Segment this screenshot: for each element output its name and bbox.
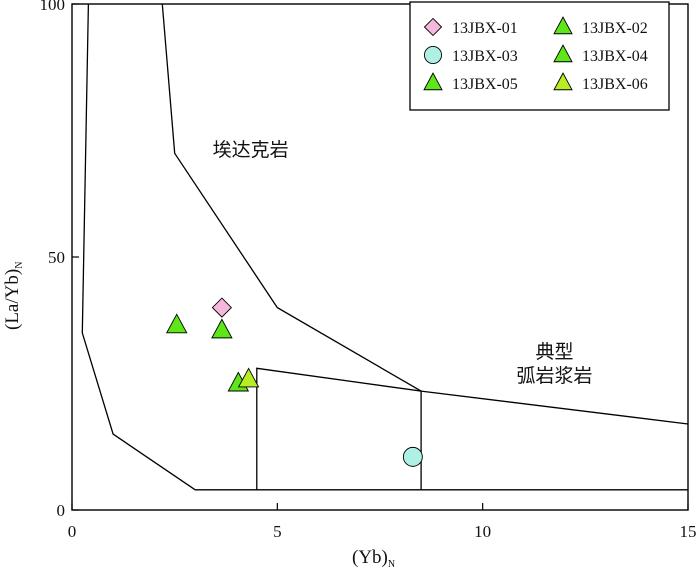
- y-axis-title: (La/Yb)N: [2, 262, 25, 330]
- legend-marker-13JBX-05: [423, 72, 443, 91]
- arc-field-label-line: 弧岩浆岩: [517, 365, 593, 387]
- y-axis-title-subscript: N: [14, 262, 25, 269]
- legend-marker-13JBX-04: [553, 44, 573, 63]
- x-tick-label: 5: [273, 522, 282, 541]
- x-tick-label: 15: [680, 522, 697, 541]
- data-points: [165, 297, 423, 467]
- adakite-field-label-line: 埃达克岩: [213, 139, 289, 161]
- y-tick-label: 100: [40, 0, 66, 14]
- arc-field-boundary-2: [421, 390, 689, 425]
- legend-label-13JBX-06: 13JBX-06: [582, 76, 648, 93]
- legend-marker-13JBX-03: [424, 46, 443, 65]
- arc-field-label-line: 典型: [536, 341, 574, 363]
- legend: 13JBX-01 13JBX-02 13JBX-03 13JBX-04 13JBX-05…: [409, 1, 670, 111]
- y-tick-label: 0: [57, 501, 66, 520]
- data-point-13JBX-04: [165, 313, 188, 334]
- legend-marker-13JBX-01: [423, 17, 443, 37]
- legend-label-13JBX-04: 13JBX-04: [582, 48, 648, 65]
- adakite-field-label: 埃达克岩: [213, 139, 289, 161]
- x-axis-title-subscript: N: [388, 559, 395, 570]
- x-tick-label: 10: [474, 522, 491, 541]
- legend-marker-13JBX-06: [553, 72, 573, 91]
- legend-label-13JBX-02: 13JBX-02: [582, 20, 648, 37]
- legend-label-13JBX-01: 13JBX-01: [452, 20, 518, 37]
- x-axis-title-main: (Yb): [352, 547, 388, 568]
- x-tick-label: 0: [68, 522, 77, 541]
- legend-label-13JBX-03: 13JBX-03: [452, 48, 518, 65]
- axis-ticks: 0 5 10 15 0 50 100: [40, 0, 697, 541]
- data-point-13JBX-01: [211, 297, 233, 318]
- data-point-13JBX-03: [402, 446, 423, 467]
- field-boundaries: [81, 3, 689, 491]
- data-point-13JBX-06: [237, 367, 260, 388]
- arc-field-boundary-1: [256, 367, 422, 490]
- legend-label-13JBX-05: 13JBX-05: [452, 76, 518, 93]
- adakite-field-boundary-1: [81, 3, 688, 491]
- x-axis-title: (Yb)N: [352, 547, 395, 570]
- y-axis-title-main: (La/Yb): [2, 269, 23, 330]
- y-tick-label: 50: [48, 248, 65, 267]
- adakite-field-boundary-2: [161, 3, 422, 392]
- legend-marker-13JBX-02: [553, 16, 573, 35]
- data-point-13JBX-02: [211, 318, 233, 339]
- legend-box: [409, 1, 670, 111]
- arc-field-label: 典型弧岩浆岩: [517, 341, 593, 387]
